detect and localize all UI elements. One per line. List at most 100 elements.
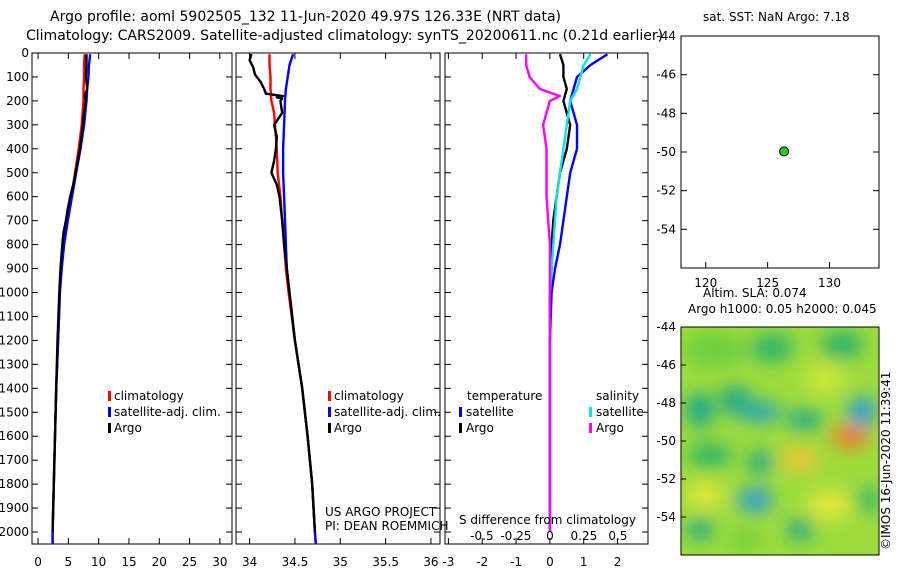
salinity-difference-axis: -0.5 -0.25 0 0.25 0.5 [470, 529, 627, 543]
series-line [268, 54, 317, 545]
sla-patch [786, 520, 814, 540]
depth-tick-label: 600 [6, 190, 29, 204]
sla-patch [750, 334, 794, 362]
x-tick-label: 35 [333, 555, 348, 569]
sla-patch [683, 332, 747, 368]
x-tick-label: 2 [614, 555, 622, 569]
depth-tick-label: 800 [6, 238, 29, 252]
secondary-tick-label: -0.5 [470, 529, 493, 543]
x-tick-label: 30 [212, 555, 227, 569]
depth-tick-label: 1700 [0, 453, 29, 467]
legend-climatology-swatch [328, 391, 331, 401]
secondary-tick-label: -0.25 [500, 529, 531, 543]
x-tick-label: -3 [442, 555, 454, 569]
legend-salinity-heading: salinity [596, 389, 639, 403]
sla-patch [787, 410, 823, 430]
depth-tick-label: 0 [21, 46, 29, 60]
lon-tick-label: 120 [694, 276, 717, 290]
difference-panel-frame [444, 52, 649, 545]
x-tick-label: 5 [65, 555, 73, 569]
legend-climatology-label: climatology [334, 389, 404, 403]
legend-satellite-label: satellite-adj. clim. [334, 405, 441, 419]
project-annotation: US ARGO PROJECT [325, 505, 437, 519]
lat-tick-label: -54 [656, 510, 676, 524]
legend-argo-label: Argo [334, 421, 362, 435]
sla-patch [832, 425, 868, 449]
sla-patch [748, 450, 772, 474]
x-tick-label: 36 [423, 555, 438, 569]
depth-tick-label: 100 [6, 70, 29, 84]
sla-patch [686, 520, 714, 540]
x-tick-label: 34 [242, 555, 257, 569]
legend-sal-satellite-label: satellite [596, 405, 644, 419]
x-tick-label: -2 [476, 555, 488, 569]
sla-patch [738, 401, 782, 423]
altimetry-title: Altim. SLA: 0.074 [703, 286, 807, 300]
depth-tick-label: 700 [6, 214, 29, 228]
legend-climatology-label: climatology [114, 389, 184, 403]
legend-sal-satellite-swatch [589, 407, 592, 417]
series-line [525, 54, 562, 532]
lat-tick-label: -44 [656, 320, 676, 334]
x-tick-label: 35.5 [372, 555, 399, 569]
depth-tick-label: 1800 [0, 477, 29, 491]
legend-temp-satellite-swatch [459, 407, 462, 417]
sla-patch [848, 396, 876, 428]
x-tick-label: 0 [34, 555, 42, 569]
salinity-panel-frame [235, 52, 441, 545]
series-line [51, 54, 86, 544]
depth-tick-label: 1900 [0, 501, 29, 515]
lat-tick-label: -54 [656, 222, 676, 236]
x-tick-label: 25 [182, 555, 197, 569]
sla-patch [820, 331, 864, 359]
sla-patch [687, 483, 723, 507]
lon-tick-label: 125 [756, 276, 779, 290]
depth-tick-label: 1000 [0, 286, 29, 300]
legend-temp-argo-label: Argo [466, 421, 494, 435]
depth-tick-label: 1100 [0, 309, 29, 323]
lat-tick-label: -46 [656, 68, 676, 82]
x-tick-label: 0 [546, 555, 554, 569]
depth-tick-label: 1500 [0, 405, 29, 419]
sla-patch [737, 488, 773, 512]
lat-tick-label: -52 [656, 472, 676, 486]
x-tick-label: 34.5 [282, 555, 309, 569]
series-line [548, 53, 609, 532]
altimetry-subtitle: Argo h1000: 0.05 h2000: 0.045 [688, 302, 877, 316]
lon-tick-label: 130 [818, 276, 841, 290]
profile-title: Argo profile: aoml 5902505_132 11-Jun-20… [50, 9, 561, 25]
legend-climatology-swatch [108, 391, 111, 401]
difference-legend: temperature salinity satellite Argo sate… [459, 389, 644, 435]
depth-axis: 0 100 200 300 400 500 600 700 800 900 1000 1100 1200… [0, 46, 648, 539]
series-line [248, 53, 317, 533]
x-tick-label: 1 [580, 555, 588, 569]
depth-tick-label: 1400 [0, 381, 29, 395]
legend-sal-argo-label: Argo [596, 421, 624, 435]
salinity-legend: climatology satellite-adj. clim. Argo [328, 389, 441, 435]
depth-tick-label: 900 [6, 262, 29, 276]
secondary-tick-label: 0.5 [608, 529, 627, 543]
lat-tick-label: -48 [656, 396, 676, 410]
sla-patch [782, 448, 818, 472]
depth-tick-label: 1600 [0, 429, 29, 443]
sla-patch [727, 530, 763, 550]
sla-patch [805, 362, 845, 394]
depth-tick-label: 1200 [0, 333, 29, 347]
location-map: -44 -46 -48 -50 -52 -54 120 125 130 [656, 29, 879, 290]
secondary-tick-label: 0.25 [571, 529, 598, 543]
legend-temp-argo-swatch [459, 423, 462, 433]
sla-patch [856, 488, 879, 512]
x-tick-label: 15 [121, 555, 136, 569]
altimetry-map-axis: -44 -46 -48 -50 -52 -54 [656, 320, 686, 524]
x-tick-label: 10 [91, 555, 106, 569]
argo-float-marker [779, 146, 790, 157]
sla-heatmap [681, 327, 879, 555]
climatology-title: Climatology: CARS2009. Satellite-adjuste… [26, 28, 663, 44]
depth-tick-label: 300 [6, 118, 29, 132]
temperature-legend: climatology satellite-adj. clim. Argo [108, 389, 221, 435]
temperature-profile-panel: 0 5 10 15 20 25 30 [34, 53, 228, 569]
lat-tick-label: -46 [656, 358, 676, 372]
depth-tick-label: 400 [6, 142, 29, 156]
lat-tick-label: -50 [656, 434, 676, 448]
temperature-panel-frame [31, 52, 233, 545]
